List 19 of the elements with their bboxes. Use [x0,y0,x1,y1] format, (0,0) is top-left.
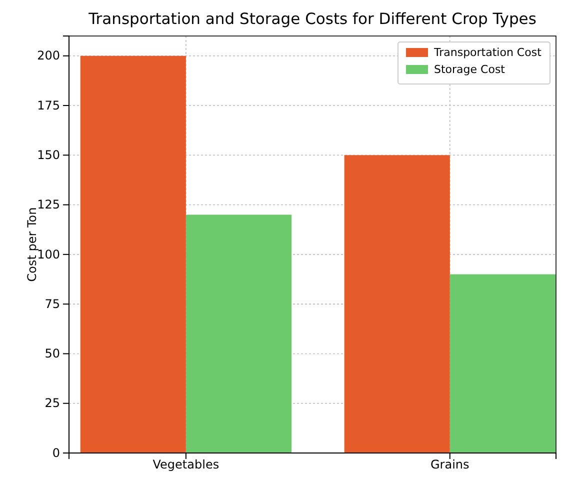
y-tick-label: 0 [52,446,60,460]
bar [344,155,450,453]
y-tick-label: 200 [37,48,60,63]
y-tick-label: 50 [44,346,60,361]
legend-label: Storage Cost [434,63,506,76]
x-tick-label: Grains [430,458,470,472]
y-axis-title: Cost per Ton [25,207,39,282]
bar [186,214,292,453]
y-tick-label: 150 [37,148,60,162]
bar [80,56,186,453]
y-tick-label: 25 [44,396,60,410]
x-tick-label: Vegetables [152,458,220,472]
y-tick-label: 100 [37,247,60,262]
y-tick-label: 125 [37,198,60,212]
y-tick-label: 175 [37,98,60,112]
chart-title: Transportation and Storage Costs for Different Crop Types [88,10,536,28]
bar [450,274,556,453]
y-tick-label: 75 [44,296,60,311]
legend-label: Transportation Cost [433,46,542,59]
